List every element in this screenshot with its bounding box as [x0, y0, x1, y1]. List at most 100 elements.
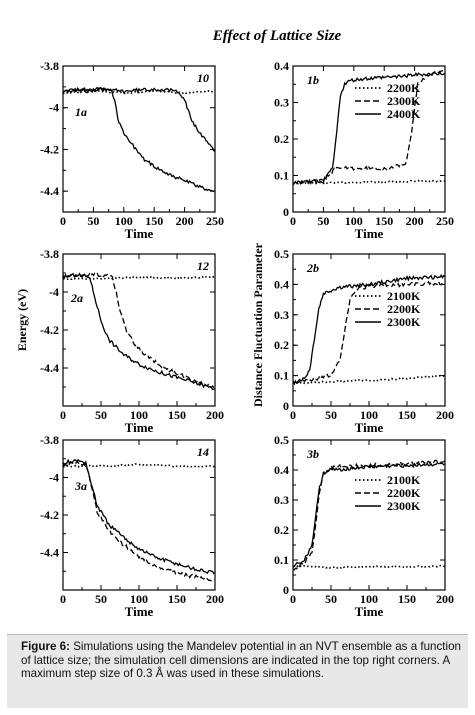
y-tick-label-1a: -3.8: [40, 59, 59, 73]
x-tick-label-3b: 200: [436, 592, 454, 606]
figure-title: Effect of Lattice Size: [212, 28, 342, 44]
x-tick-label-2a: 200: [206, 408, 224, 422]
legend-entry-1b-2300K: 2300K: [387, 94, 421, 108]
legend-entry-3b-2100K: 2100K: [387, 473, 421, 487]
y-tick-label-1b: 0: [283, 205, 289, 219]
series-line-3a-solid-0: [63, 458, 215, 575]
y-tick-label-2b: 0.2: [274, 338, 289, 352]
size-label-3a: 14: [197, 445, 209, 459]
legend-entry-3b-2300K: 2300K: [387, 499, 421, 513]
y-tick-label-3b: 0.2: [274, 523, 289, 537]
y-tick-label-2b: 0.1: [274, 369, 289, 383]
panels: 0 50 100 150 200 250 -3.8 -4 -4.2 -4.4 Time 1a 100 50…: [40, 59, 454, 619]
y-tick-label-2a: -4.2: [40, 323, 59, 337]
x-axis-label-2b: Time: [355, 420, 384, 435]
x-axis-label-1b: Time: [355, 226, 384, 241]
right-ylabel: Distance Fluctuation Parameter: [251, 242, 265, 407]
x-tick-label-1a: 200: [176, 214, 194, 228]
series-line-3a-dashed-1: [63, 460, 215, 582]
x-tick-label-3b: 0: [290, 592, 296, 606]
y-tick-label-1b: 0.1: [274, 169, 289, 183]
y-tick-label-3b: 0.5: [274, 433, 289, 447]
y-tick-label-1b: 0.4: [274, 59, 289, 73]
y-tick-label-3a: -4.4: [40, 546, 59, 560]
size-label-2a: 12: [197, 259, 209, 273]
x-tick-label-1b: 200: [406, 214, 424, 228]
y-tick-label-1b: 0.2: [274, 132, 289, 146]
x-tick-label-1b: 150: [375, 214, 393, 228]
x-tick-label-1a: 0: [60, 214, 66, 228]
series-line-3b-2100K: [293, 564, 445, 569]
y-tick-label-2a: -3.8: [40, 247, 59, 261]
caption-text: Simulations using the Mandelev potential…: [21, 640, 461, 681]
y-tick-label-2b: 0.3: [274, 308, 289, 322]
chart-1b: 0 50 100 150 200 25000.10.20.30.4Time1b2200K2…: [274, 59, 454, 241]
x-tick-label-1a: 250: [206, 214, 224, 228]
x-tick-label-2b: 200: [436, 408, 454, 422]
x-tick-label-2a: 150: [168, 408, 186, 422]
series-line-2a-dashed-1: [63, 272, 215, 389]
series-line-1b-2400K: [293, 70, 445, 185]
y-tick-label-3a: -4: [49, 471, 59, 485]
x-axis-label-3b: Time: [355, 604, 384, 619]
x-tick-label-3a: 200: [206, 592, 224, 606]
x-tick-label-2b: 0: [290, 408, 296, 422]
series-line-2b-2100K: [293, 374, 445, 385]
y-tick-label-2a: -4: [49, 285, 59, 299]
legend-entry-1b-2200K: 2200K: [387, 81, 421, 95]
y-tick-label-1a: -4: [49, 101, 59, 115]
series-line-2b-2300K: [293, 273, 445, 383]
x-tick-label-3a: 50: [95, 592, 107, 606]
series-line-2a-solid-0: [63, 272, 215, 391]
series-line-2b-2200K: [293, 280, 445, 386]
caption-label: Figure 6:: [21, 640, 70, 653]
chart-3b: 0 50 100 150 20000.10.20.30.40.5Time3b2100K2…: [274, 433, 454, 619]
y-tick-label-2b: 0.5: [274, 247, 289, 261]
x-tick-label-2a: 0: [60, 408, 66, 422]
x-tick-label-1a: 100: [115, 214, 133, 228]
series-line-3a-dotted-2: [63, 463, 215, 468]
x-tick-label-3b: 50: [325, 592, 337, 606]
legend-entry-1b-2400K: 2400K: [387, 107, 421, 121]
y-tick-label-3a: -3.8: [40, 433, 59, 447]
chart-1a: 0 50 100 150 200 250 -3.8 -4 -4.2 -4.4 Time 1a 10: [40, 59, 224, 241]
plot-frame-1b: [292, 65, 446, 213]
figure-caption: Figure 6: Simulations using the Mandelev…: [7, 634, 468, 708]
x-tick-label-2b: 150: [398, 408, 416, 422]
x-tick-label-2a: 100: [130, 408, 148, 422]
x-tick-label-2a: 50: [95, 408, 107, 422]
y-tick-label-3b: 0.1: [274, 553, 289, 567]
chart-2b: 0 50 100 150 20000.10.20.30.40.5Time2b2100K2…: [274, 247, 454, 435]
series-line-1a-dotted-2: [63, 89, 215, 95]
y-tick-label-1b: 0.3: [274, 96, 289, 110]
x-tick-label-3a: 0: [60, 592, 66, 606]
legend-entry-3b-2200K: 2200K: [387, 486, 421, 500]
x-tick-label-3a: 150: [168, 592, 186, 606]
x-axis-label-3a: Time: [125, 604, 154, 619]
chart-2a: 0 50 100 150 200 -3.8 -4 -4.2 -4.4 Time 2a 12: [40, 247, 224, 435]
series-line-1a-solid-1: [63, 86, 215, 153]
panel-label-1a: 1a: [75, 105, 87, 119]
x-tick-label-1b: 0: [290, 214, 296, 228]
x-tick-label-1a: 150: [145, 214, 163, 228]
x-tick-label-1b: 100: [345, 214, 363, 228]
series-line-1b-2300K: [293, 70, 445, 185]
y-tick-label-1a: -4.2: [40, 142, 59, 156]
legend-entry-2b-2300K: 2300K: [387, 315, 421, 329]
legend-entry-2b-2200K: 2200K: [387, 302, 421, 316]
x-tick-label-3a: 100: [130, 592, 148, 606]
y-tick-label-2b: 0: [283, 399, 289, 413]
panel-label-2b: 2b: [306, 261, 319, 275]
series-line-3b-2300K: [293, 461, 445, 568]
x-axis-label-2a: Time: [125, 420, 154, 435]
y-tick-label-2a: -4.4: [40, 361, 59, 375]
legend-entry-2b-2100K: 2100K: [387, 289, 421, 303]
x-tick-label-1a: 50: [87, 214, 99, 228]
y-tick-label-1a: -4.4: [40, 184, 59, 198]
series-line-1a-solid-0: [63, 86, 215, 193]
